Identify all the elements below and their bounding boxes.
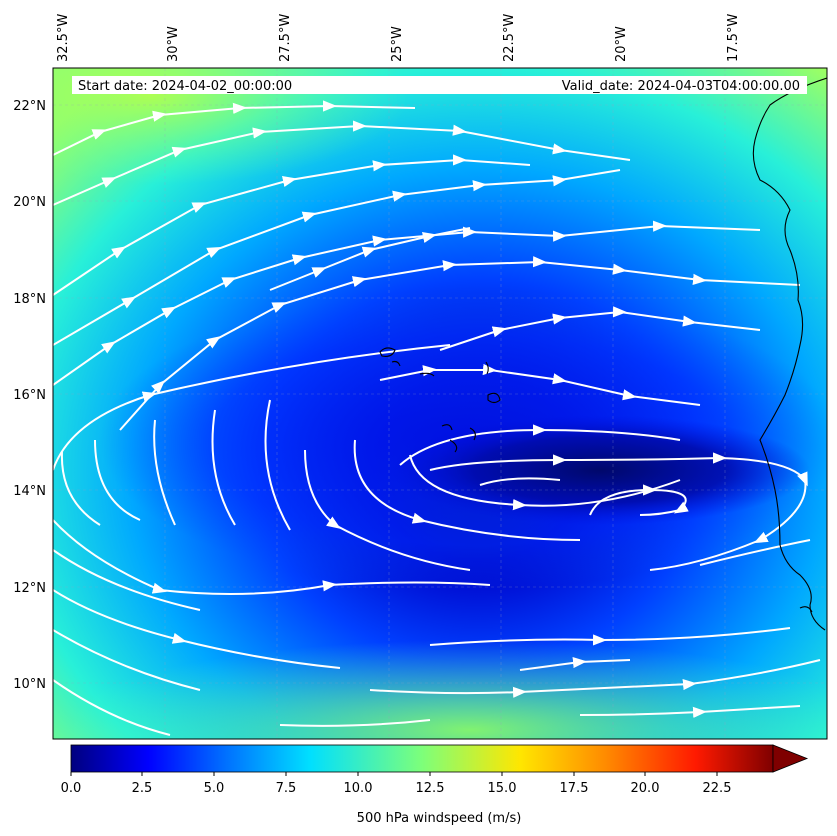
streamlines bbox=[53, 100, 821, 736]
colorbar-tick-label: 10.0 bbox=[344, 781, 373, 796]
colorbar-tick-label: 17.5 bbox=[560, 781, 589, 796]
colorbar-tick-label: 2.5 bbox=[132, 781, 153, 796]
lat-label: 20°N bbox=[13, 195, 46, 210]
colorbar-tick-label: 15.0 bbox=[488, 781, 517, 796]
lat-label: 12°N bbox=[13, 581, 46, 596]
colorbar-ticks bbox=[70, 772, 718, 776]
colorbar: 0.0 2.5 5.0 7.5 10.0 12.5 15.0 17.5 20.0… bbox=[61, 744, 809, 826]
lon-label: 17.5°W bbox=[726, 14, 741, 62]
colorbar-extend-arrow bbox=[772, 744, 809, 773]
colorbar-tick-label: 20.0 bbox=[631, 781, 660, 796]
lon-label: 22.5°W bbox=[502, 14, 517, 62]
lat-label: 22°N bbox=[13, 99, 46, 114]
colorbar-tick-label: 5.0 bbox=[204, 781, 225, 796]
start-date-label: Start date: 2024-04-02_00:00:00 bbox=[78, 79, 292, 94]
map-frame bbox=[52, 67, 828, 740]
coastlines bbox=[379, 77, 827, 631]
lon-label: 32.5°W bbox=[56, 14, 71, 62]
colorbar-tick-label: 7.5 bbox=[276, 781, 297, 796]
lon-label: 30°W bbox=[166, 26, 181, 62]
latitude-axis: 22°N 20°N 18°N 16°N 14°N 12°N 10°N bbox=[13, 99, 46, 692]
lat-label: 16°N bbox=[13, 388, 46, 403]
lon-label: 25°W bbox=[390, 26, 405, 62]
longitude-axis: 32.5°W 30°W 27.5°W 25°W 22.5°W 20°W 17.5… bbox=[56, 14, 741, 62]
header-box bbox=[72, 76, 807, 94]
colorbar-tick-label: 0.0 bbox=[61, 781, 82, 796]
lat-label: 18°N bbox=[13, 292, 46, 307]
colorbar-label: 500 hPa windspeed (m/s) bbox=[357, 811, 522, 826]
lat-label: 14°N bbox=[13, 484, 46, 499]
valid-date-label: Valid_date: 2024-04-03T04:00:00.00 bbox=[562, 79, 800, 94]
map-panel: Start date: 2024-04-02_00:00:00 Valid_da… bbox=[52, 67, 828, 740]
lon-label: 27.5°W bbox=[278, 14, 293, 62]
colorbar-tick-label: 12.5 bbox=[416, 781, 445, 796]
lat-label: 10°N bbox=[13, 677, 46, 692]
colorbar-gradient bbox=[70, 744, 774, 773]
lon-label: 20°W bbox=[614, 26, 629, 62]
colorbar-tick-label: 22.5 bbox=[703, 781, 732, 796]
